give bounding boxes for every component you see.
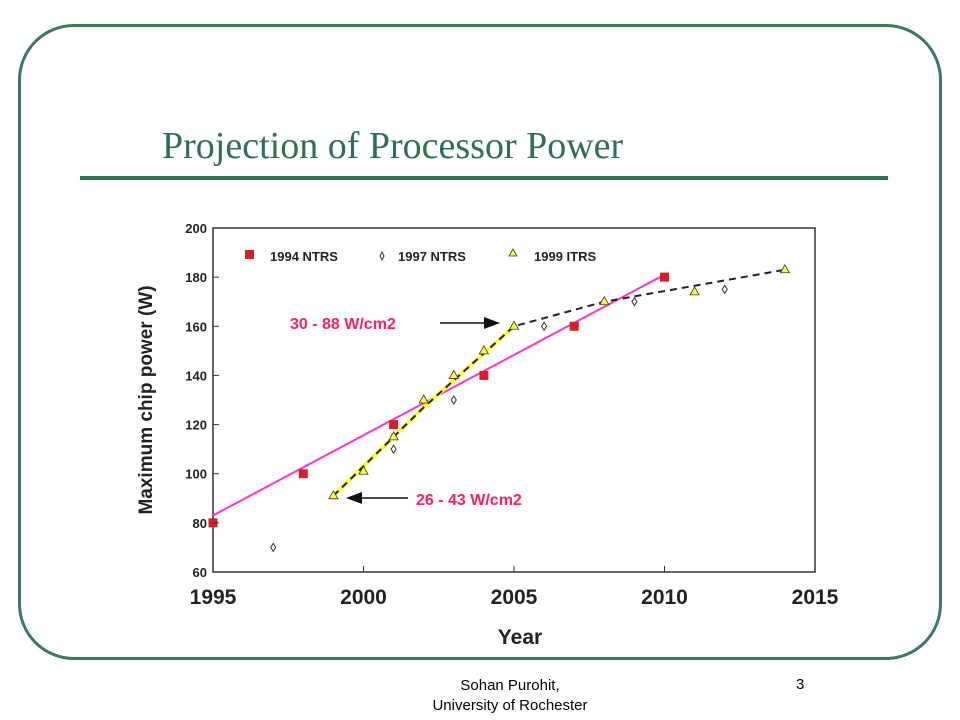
point-1997-ntrs — [450, 395, 457, 405]
slide-frame — [18, 24, 942, 660]
point-1999-itrs — [599, 295, 610, 306]
point-1997-ntrs — [721, 284, 728, 295]
legend-marker-1994 — [245, 250, 254, 259]
annotation-arrowhead-low — [346, 492, 362, 504]
footer-author-name: Sohan Purohit, — [460, 677, 560, 694]
y-tick-label: 160 — [185, 319, 207, 334]
legend-label-1999: 1999 ITRS — [534, 249, 596, 264]
slide-title: Projection of Processor Power — [162, 125, 624, 167]
point-1999-itrs — [418, 394, 429, 404]
point-1994-ntrs — [660, 272, 669, 282]
plot-frame — [212, 227, 816, 573]
legend-label-1997: 1997 NTRS — [398, 249, 466, 264]
page-number: 3 — [796, 676, 805, 693]
x-tick-label: 2015 — [792, 586, 839, 609]
footer-author-affiliation: University of Rochester — [432, 697, 588, 714]
point-1994-ntrs — [569, 321, 579, 331]
point-1999-itrs — [779, 263, 791, 274]
point-1999-itrs — [328, 490, 339, 500]
annotation-high-density: 30 - 88 W/cm2 — [290, 316, 396, 333]
title-rule — [80, 176, 888, 180]
point-1999-itrs — [508, 320, 520, 330]
annotation-arrowhead-high — [484, 317, 500, 329]
point-1999-itrs — [388, 431, 399, 441]
x-axis-label: Year — [498, 626, 542, 649]
point-1994-ntrs — [298, 469, 308, 479]
point-1997-ntrs — [270, 542, 277, 553]
point-1997-ntrs — [541, 321, 548, 332]
point-1999-itrs — [448, 369, 459, 379]
y-tick-label: 200 — [185, 221, 207, 236]
x-tick-label: 2000 — [340, 586, 387, 609]
legend-marker-1997 — [379, 250, 385, 262]
x-tick-label: 2010 — [641, 586, 688, 609]
y-tick-label: 120 — [185, 418, 207, 433]
point-1999-itrs — [478, 345, 490, 355]
y-tick-label: 60 — [193, 565, 207, 580]
point-1999-itrs — [358, 465, 369, 475]
point-1997-ntrs — [631, 296, 638, 307]
y-tick-label: 80 — [193, 516, 207, 531]
point-1999-itrs — [689, 286, 700, 296]
footer-author: Sohan Purohit, University of Rochester — [380, 676, 640, 716]
y-tick-label: 180 — [185, 270, 207, 285]
y-axis-label: Maximum chip power (W) — [136, 285, 157, 514]
trendline-1997-ntrs — [332, 268, 786, 497]
legend-marker-1999 — [508, 248, 518, 257]
y-tick-label: 100 — [185, 467, 207, 482]
point-1994-ntrs — [389, 420, 399, 430]
x-tick-label: 1995 — [190, 586, 237, 609]
x-tick-label: 2005 — [491, 586, 538, 609]
point-1994-ntrs — [479, 370, 489, 380]
y-tick-label: 140 — [185, 368, 207, 383]
annotation-low-density: 26 - 43 W/cm2 — [416, 492, 522, 509]
legend-label-1994: 1994 NTRS — [270, 249, 338, 264]
point-1997-ntrs — [390, 444, 397, 455]
